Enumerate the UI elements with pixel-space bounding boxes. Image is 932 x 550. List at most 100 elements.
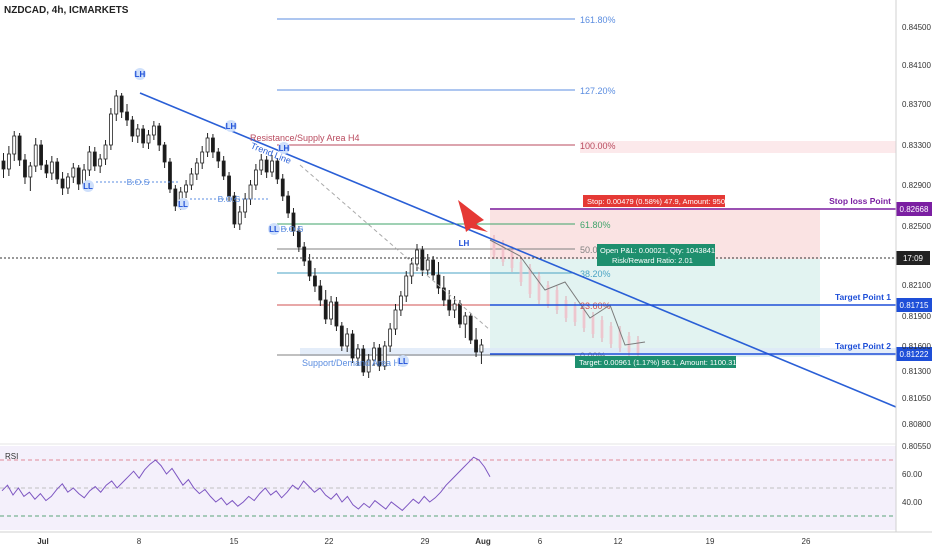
candle-body [339, 325, 344, 347]
entry-arrow-icon [458, 200, 488, 232]
swing-marker [225, 120, 237, 132]
candle-body [479, 344, 484, 353]
projection-candle [555, 290, 559, 310]
target-info-box [575, 356, 736, 368]
current-price-text: 17:09 [903, 254, 924, 263]
candle-body [259, 159, 264, 171]
candle-body [173, 188, 178, 207]
projection-candle [519, 262, 523, 282]
price-tag-value: 0.81715 [900, 301, 929, 310]
candle-body [232, 195, 237, 225]
candle-body [184, 184, 188, 193]
candle-body [275, 160, 280, 180]
swing-marker [278, 142, 290, 154]
target-zone [490, 259, 820, 357]
candle-body [307, 260, 312, 277]
price-tick-label: 0.81050 [902, 394, 931, 403]
projection-candle [636, 340, 640, 354]
time-tick-label: 22 [325, 537, 334, 546]
candle-body [60, 178, 65, 189]
candle-body [211, 137, 215, 153]
time-tick-label: 8 [137, 537, 142, 546]
candle-body [66, 176, 70, 189]
rsi-layer: RSI 60.00 40.00 [0, 446, 923, 530]
price-tag-value: 0.81222 [900, 350, 929, 359]
projection-candle [510, 250, 514, 268]
candle-body [55, 161, 60, 180]
candle-body [17, 135, 22, 161]
candle-body [200, 151, 205, 164]
projection-candle [528, 268, 532, 294]
swing-label-lh: LH [135, 70, 146, 79]
candle-body [409, 263, 414, 277]
bos-label: B.O.S [218, 194, 241, 204]
candle-body [135, 128, 140, 137]
candle-body [280, 178, 285, 197]
candle-body [76, 167, 81, 185]
current-price-tag [896, 251, 930, 265]
time-tick-label: 26 [802, 537, 811, 546]
price-tick-label: 0.82900 [902, 181, 931, 190]
swing-marker [82, 180, 94, 192]
candle-body [296, 230, 301, 248]
candle-body [189, 173, 194, 186]
candle-body [415, 249, 419, 265]
candle-body [447, 299, 452, 311]
projection-candle [537, 276, 541, 300]
target-info-text: Target: 0.00961 (1.17%) 96.1, Amount: 11… [579, 358, 736, 367]
time-tick-label: 19 [706, 537, 715, 546]
candle-body [441, 287, 446, 301]
candle-body [264, 159, 269, 173]
swing-marker [134, 68, 146, 80]
swing-marker [177, 198, 189, 210]
candle-body [350, 333, 355, 359]
projection-candle [546, 285, 550, 304]
candle-body [372, 347, 376, 361]
candle-body [468, 315, 473, 341]
swing-label-ll: LL [398, 357, 408, 366]
candle-body [146, 134, 151, 144]
candle-body [23, 159, 27, 178]
price-tag-value: 0.82668 [900, 205, 929, 214]
projection-candle [564, 300, 568, 318]
candle-body [1, 160, 6, 170]
candle-body [388, 328, 393, 347]
candle-body [253, 169, 258, 186]
symbol-title: NZDCAD, 4h, ICMARKETS [4, 5, 129, 16]
candle-body [345, 333, 350, 347]
candle-body [323, 299, 328, 320]
candle-body [270, 160, 274, 173]
projection-candle [609, 326, 613, 344]
candle-body [302, 246, 307, 262]
rsi-tick-label: 60.00 [902, 470, 923, 479]
candle-body [216, 151, 221, 162]
support-area [300, 348, 896, 356]
candle-body [87, 151, 92, 171]
fib-level-label: 23.60% [580, 301, 611, 311]
fib-level-label: 61.80% [580, 220, 611, 230]
price-tag-label: Target Point 1 [835, 292, 891, 302]
projection-candle [600, 320, 604, 338]
fib-level-label: 100.00% [580, 141, 616, 151]
candles-layer [1, 90, 640, 378]
candle-body [318, 285, 323, 301]
rsi-tick-label: 40.00 [902, 498, 923, 507]
projection-path [489, 239, 646, 346]
candle-body [291, 212, 296, 232]
price-tag-box [896, 298, 932, 312]
time-tick-label: Aug [475, 537, 491, 546]
candle-body [205, 137, 210, 153]
candle-body [125, 111, 129, 121]
candle-body [237, 211, 242, 225]
candle-body [452, 303, 457, 311]
zones-layer [300, 141, 896, 357]
swing-marker [268, 223, 280, 235]
candle-body [356, 348, 360, 359]
price-tick-label: 0.81300 [902, 367, 931, 376]
price-tick-label: 0.81600 [902, 342, 931, 351]
candle-body [431, 259, 436, 276]
support-label: Support/Demand Area H4 [302, 358, 405, 368]
